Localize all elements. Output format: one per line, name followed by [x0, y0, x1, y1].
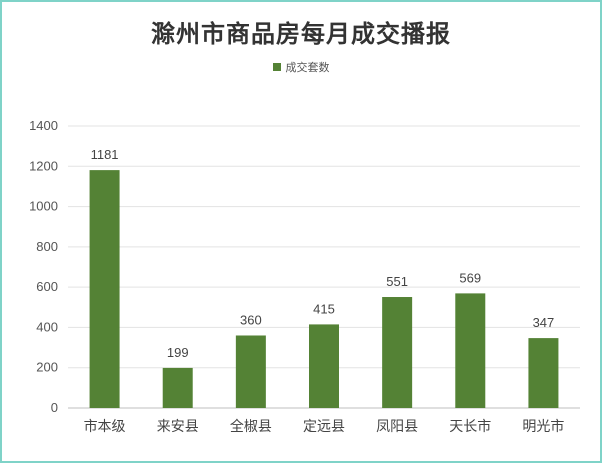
- legend-swatch: [272, 63, 281, 71]
- bar: [309, 324, 339, 408]
- x-tick-label: 市本级: [84, 418, 126, 435]
- y-tick-label: 1200: [29, 158, 58, 173]
- bar: [528, 338, 559, 408]
- chart-title: 滁州市商品房每月成交播报: [151, 19, 451, 48]
- y-tick-label: 200: [36, 360, 58, 375]
- legend: 成交套数: [2, 59, 600, 75]
- x-tick-label: 定远县: [303, 419, 345, 435]
- x-tick-label: 天长市: [449, 418, 491, 435]
- bar: [89, 170, 120, 408]
- data-label: 415: [313, 301, 335, 316]
- y-tick-label: 400: [36, 319, 58, 334]
- y-tick-label: 800: [36, 239, 58, 254]
- x-tick-label: 凤阳县: [376, 419, 418, 435]
- bar: [162, 367, 193, 408]
- data-label: 1181: [91, 147, 119, 162]
- y-tick-label: 1400: [29, 118, 58, 133]
- bar: [455, 293, 486, 408]
- y-tick-label: 1000: [29, 199, 58, 214]
- y-tick-label: 600: [36, 279, 58, 294]
- bar: [235, 335, 266, 408]
- legend-label: 成交套数: [285, 61, 330, 74]
- data-label: 347: [533, 315, 555, 330]
- bar: [382, 297, 413, 408]
- x-tick-label: 来安县: [157, 419, 199, 435]
- y-tick-label: 0: [51, 400, 58, 415]
- data-label: 551: [386, 274, 408, 289]
- data-label: 360: [240, 312, 262, 327]
- x-tick-label: 全椒县: [230, 418, 272, 435]
- data-label: 569: [459, 270, 481, 285]
- data-label: 199: [167, 345, 189, 360]
- x-tick-label: 明光市: [522, 418, 564, 435]
